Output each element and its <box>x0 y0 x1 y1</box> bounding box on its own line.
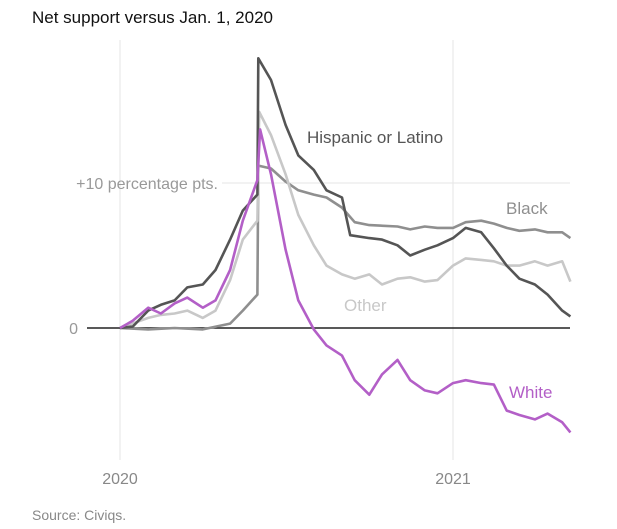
source-note: Source: Civiqs. <box>32 507 127 523</box>
series-label: Other <box>344 296 387 315</box>
series-label: Black <box>506 199 548 218</box>
series-line-black <box>119 164 572 331</box>
series-line-white <box>119 128 572 434</box>
y-tick-label: 0 <box>69 321 78 338</box>
x-tick-label: 2021 <box>435 471 471 488</box>
series-label: White <box>509 383 552 402</box>
series-line-hispanic-or-latino <box>119 57 572 330</box>
y-tick-label: +10 percentage pts. <box>76 176 218 193</box>
series-label: Hispanic or Latino <box>307 128 443 147</box>
x-tick-label: 2020 <box>102 471 138 488</box>
chart-title: Net support versus Jan. 1, 2020 <box>32 8 273 27</box>
series-line-other <box>119 110 572 330</box>
